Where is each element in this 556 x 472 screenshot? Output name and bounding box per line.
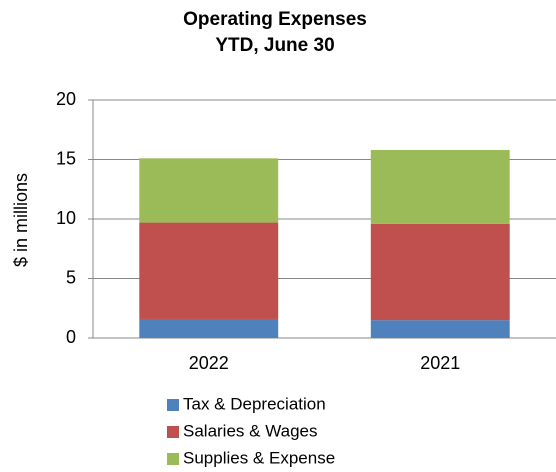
x-tick-label: 2021 <box>420 353 460 373</box>
chart-subtitle: YTD, June 30 <box>215 35 334 56</box>
chart-title: Operating Expenses <box>183 9 367 30</box>
y-tick-label: 0 <box>66 327 76 347</box>
legend-label: Supplies & Expense <box>183 448 335 467</box>
bar-segment <box>139 318 279 338</box>
y-tick-label: 10 <box>56 208 76 228</box>
legend-label: Tax & Depreciation <box>183 394 326 413</box>
bar-segment <box>370 149 510 224</box>
bar-segment <box>370 223 510 321</box>
y-tick-label: 15 <box>56 148 76 168</box>
y-axis-label: $ in millions <box>11 173 31 267</box>
legend-swatch <box>167 399 179 411</box>
legend-swatch <box>167 426 179 438</box>
bar-segment <box>139 222 279 319</box>
y-tick-label: 20 <box>56 89 76 109</box>
bar-segment <box>139 158 279 223</box>
y-tick-label: 5 <box>66 267 76 287</box>
x-tick-label: 2022 <box>189 353 229 373</box>
bar-segment <box>370 320 510 338</box>
legend-label: Salaries & Wages <box>183 421 317 440</box>
legend-swatch <box>167 453 179 465</box>
